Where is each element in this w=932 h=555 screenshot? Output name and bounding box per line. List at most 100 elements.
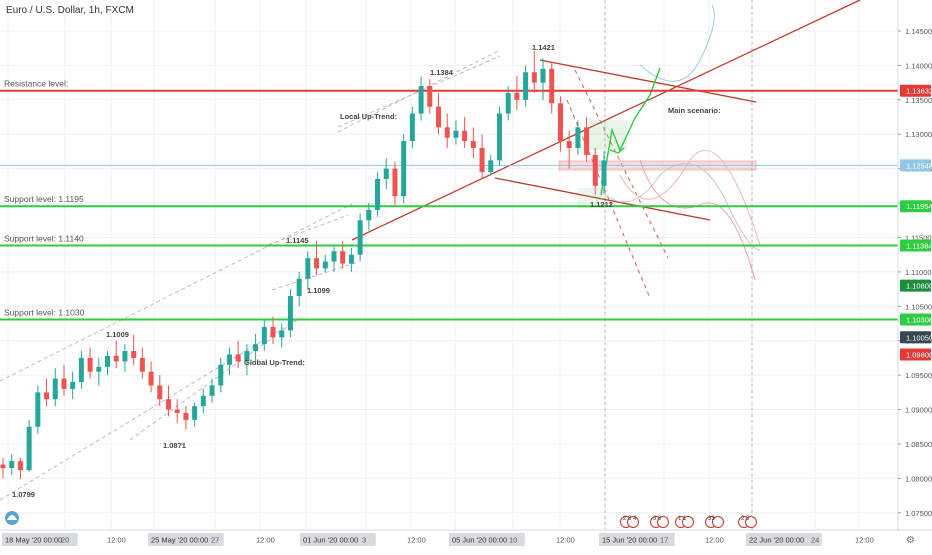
annotation-label: 1.0799 [12,490,35,499]
price-tag-label: 1.09800 [906,350,932,359]
candle-body [165,399,171,410]
annotation-label: 1.1421 [532,43,555,52]
candle [96,357,102,386]
candle [87,347,93,379]
candle [496,106,502,166]
time-tick-label: 12:00 [407,536,426,545]
candle-body [287,295,293,331]
candle [253,333,259,362]
candle [523,65,529,107]
price-tick-label: 1.11000 [905,268,932,277]
candle-body [401,141,407,197]
candle-body [270,326,276,338]
candle-body [235,354,241,362]
candle [0,457,6,479]
candle-body [70,382,76,389]
candle-body [113,355,119,362]
candle-body [209,385,215,396]
time-tick-label: 12:00 [556,536,575,545]
event-badge: 2 3 4 [620,516,639,528]
candle [270,316,276,345]
candle-body [131,351,137,358]
price-tag: 1.11954 [900,200,932,213]
price-tag-label: 1.11954 [906,202,932,211]
event-badge: 33 [705,516,724,528]
candle-body [139,357,145,372]
candle [174,399,180,424]
price-tag-bg [900,313,931,326]
candle-body [0,464,6,469]
candle-body [514,92,520,100]
time-tick-label: 12:00 [107,536,126,545]
candle-body [348,254,354,264]
candle [462,117,468,148]
price-tick-label: 1.08000 [905,474,932,483]
price-tick-label: 1.09500 [905,371,932,380]
candle [514,75,520,111]
candle [575,120,581,155]
candlesticks [0,50,607,480]
candle-body [35,392,41,427]
candle [44,378,50,407]
candle-body [592,154,598,186]
candle [192,402,198,427]
candle-body [462,130,468,142]
candle-body [192,406,198,420]
candle [305,251,311,290]
candle [113,340,119,369]
time-tick-highlight [300,533,376,546]
candle-body [575,127,581,148]
candle-body [200,395,206,407]
candle [9,454,15,475]
annotation-label: 1.1212 [590,200,613,209]
annotation-label: Global Up-Trend: [244,358,305,367]
time-tick-highlight [148,533,224,546]
flag-icon [682,516,694,528]
candle-body [244,351,250,362]
candle [436,92,442,135]
main-scenario-dip [609,147,625,154]
price-tag: 1.12548 [900,159,932,172]
local-channel-upper-3 [267,214,349,246]
candle-body [322,261,328,269]
candle [105,351,111,376]
axis-corner [899,531,932,550]
candle-body [436,106,442,128]
price-tag: 1.10308 [900,313,932,326]
candle [26,419,32,472]
level-label: Support level: 1.1195 [4,194,84,204]
candle-body [17,461,23,471]
candle [592,147,598,195]
candle [427,79,433,114]
candle-body [96,366,102,372]
time-tick-highlight [2,533,78,546]
price-axis: 1.145001.140001.135001.130001.125001.120… [897,0,932,550]
event-badge-label: 2 3 4 [623,516,637,522]
price-tag-bg [900,200,931,213]
price-tag-bg [900,348,931,361]
trendline-red-long [351,0,861,241]
symbol-title-text: Euro / U.S. Dollar, 1h, FXCM [6,5,134,16]
price-tag: 1.10050 [900,331,932,344]
candle-body [261,326,267,345]
candle-body [549,68,555,104]
candle-body [392,168,398,197]
annotation-label: 1.0871 [163,441,186,450]
drawings [0,0,861,501]
annotation-label: 1.1099 [307,286,330,295]
candle-body [375,178,381,210]
candle [322,254,328,273]
candle-body [52,378,58,400]
candle-body [409,113,415,142]
event-badges: 2 3 4 3 8 1 1 33 2 3 [620,516,757,528]
annotation-label: 1.1384 [430,68,454,77]
time-tick-label: 12:00 [705,536,724,545]
time-tick-label: 01 Jun '20 00:00 [303,536,358,545]
candle-body [105,355,111,367]
event-badge-label: 3 8 [653,516,662,522]
candle-body [444,127,450,138]
